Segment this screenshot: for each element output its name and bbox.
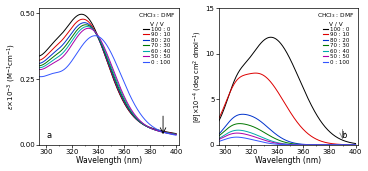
Legend: 100 : 0, 90 : 10, 80 : 20, 70 : 30, 60 : 40, 50 : 50, 0 : 100: 100 : 0, 90 : 10, 80 : 20, 70 : 30, 60 :… [137, 11, 176, 65]
Legend: 100 : 0, 90 : 10, 80 : 20, 70 : 30, 60 : 40, 50 : 50, 0 : 100: 100 : 0, 90 : 10, 80 : 20, 70 : 30, 60 :… [317, 11, 355, 65]
Text: a: a [46, 131, 51, 140]
Y-axis label: [$\theta$]$\times$10$^{-4}$ (deg cm$^2$ dmol$^{-1}$): [$\theta$]$\times$10$^{-4}$ (deg cm$^2$ … [191, 30, 204, 123]
Text: b: b [342, 131, 347, 140]
X-axis label: Wavelength (nm): Wavelength (nm) [76, 156, 142, 166]
Y-axis label: $\varepsilon$$\times$10$^{-3}$ (M$^{-1}$cm$^{-1}$): $\varepsilon$$\times$10$^{-3}$ (M$^{-1}$… [6, 43, 18, 110]
X-axis label: Wavelength (nm): Wavelength (nm) [255, 156, 322, 166]
